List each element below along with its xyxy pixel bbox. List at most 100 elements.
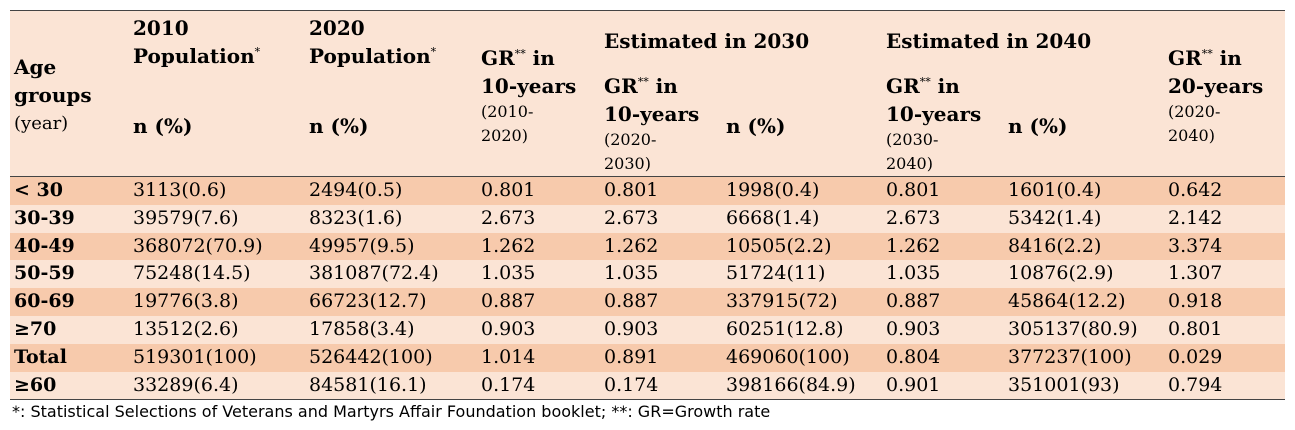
cell-p2010: 75248(14.5) bbox=[133, 262, 251, 285]
cell-p2010: 13512(2.6) bbox=[133, 317, 239, 340]
cell-p2010: 33289(6.4) bbox=[133, 373, 239, 396]
header-gr10-line2: 10-years bbox=[481, 74, 577, 98]
cell-gr10: 1.014 bbox=[481, 345, 536, 368]
cell-gr20: 0.801 bbox=[1168, 317, 1223, 340]
table-row: < 30 3113(0.6) 2494(0.5) 0.801 0.801 1998(0.4… bbox=[10, 177, 1285, 205]
header-gr2030-line1: GR** in bbox=[604, 74, 678, 98]
cell-gr2040: 0.804 bbox=[886, 345, 941, 368]
cell-age: 40-49 bbox=[14, 234, 75, 257]
cell-age: ≥60 bbox=[14, 373, 57, 396]
cell-age: < 30 bbox=[14, 179, 63, 201]
cell-gr2040: 0.887 bbox=[886, 290, 941, 313]
cell-gr20: 3.374 bbox=[1168, 234, 1223, 257]
cell-p2010: 519301(100) bbox=[133, 345, 257, 368]
cell-n2030: 10505(2.2) bbox=[726, 234, 832, 257]
cell-gr2040: 1.035 bbox=[886, 262, 941, 285]
header-gr20-range-a: (2020- bbox=[1168, 102, 1221, 121]
header-2010-line1: 2010 bbox=[133, 16, 189, 40]
table-row: 60-69 19776(3.8) 66723(12.7) 0.887 0.887 3379… bbox=[10, 288, 1285, 316]
cell-n2040: 8416(2.2) bbox=[1008, 234, 1102, 257]
header-gr2040-range-b: 2040) bbox=[886, 154, 933, 173]
cell-n2030: 337915(72) bbox=[726, 290, 838, 313]
cell-gr20: 1.307 bbox=[1168, 262, 1223, 285]
header-n2040-npct: n (%) bbox=[1008, 114, 1068, 138]
header-gr2040-line1: GR** in bbox=[886, 74, 960, 98]
cell-gr20: 0.794 bbox=[1168, 373, 1223, 396]
cell-p2020: 17858(3.4) bbox=[309, 317, 415, 340]
cell-p2010: 368072(70.9) bbox=[133, 234, 263, 257]
cell-gr10: 2.673 bbox=[481, 206, 536, 229]
cell-gr2040: 0.801 bbox=[886, 179, 941, 201]
header-gr2030-line2: 10-years bbox=[604, 102, 700, 126]
cell-gr2040: 1.262 bbox=[886, 234, 941, 257]
table-body: < 30 3113(0.6) 2494(0.5) 0.801 0.801 1998(0.4… bbox=[10, 177, 1285, 401]
cell-n2030: 1998(0.4) bbox=[726, 179, 820, 201]
cell-gr10: 0.903 bbox=[481, 317, 536, 340]
cell-gr2030: 2.673 bbox=[604, 206, 659, 229]
header-gr20-line2: 20-years bbox=[1168, 74, 1264, 98]
header-est-2040: Estimated in 2040 bbox=[886, 29, 1092, 53]
cell-gr2040: 0.903 bbox=[886, 317, 941, 340]
cell-gr10: 0.801 bbox=[481, 179, 536, 201]
table-row: 50-59 75248(14.5) 381087(72.4) 1.035 1.035 51… bbox=[10, 260, 1285, 289]
cell-age: Total bbox=[14, 345, 67, 368]
cell-age: 60-69 bbox=[14, 290, 75, 313]
header-gr10-range-a: (2010- bbox=[481, 102, 534, 121]
cell-n2030: 6668(1.4) bbox=[726, 206, 820, 229]
header-gr20-range-b: 2040) bbox=[1168, 126, 1215, 145]
cell-p2020: 8323(1.6) bbox=[309, 206, 403, 229]
cell-p2020: 84581(16.1) bbox=[309, 373, 427, 396]
cell-gr2040: 0.901 bbox=[886, 373, 941, 396]
cell-n2030: 398166(84.9) bbox=[726, 373, 856, 396]
header-gr2040-line2: 10-years bbox=[886, 102, 982, 126]
cell-p2020: 381087(72.4) bbox=[309, 262, 439, 285]
cell-p2020: 49957(9.5) bbox=[309, 234, 415, 257]
table-row: 40-49 368072(70.9) 49957(9.5) 1.262 1.262 105… bbox=[10, 232, 1285, 261]
cell-age: 50-59 bbox=[14, 262, 75, 285]
cell-n2040: 351001(93) bbox=[1008, 373, 1120, 396]
cell-gr2040: 2.673 bbox=[886, 206, 941, 229]
cell-p2020: 2494(0.5) bbox=[309, 179, 403, 201]
header-age-line2: groups bbox=[14, 83, 92, 107]
cell-n2030: 469060(100) bbox=[726, 345, 850, 368]
cell-gr20: 2.142 bbox=[1168, 206, 1223, 229]
population-table: Age groups (year) 2010 Population* n (%)… bbox=[10, 10, 1285, 401]
header-2010-npct: n (%) bbox=[133, 114, 193, 138]
cell-gr10: 1.262 bbox=[481, 234, 536, 257]
header-2020-line1: 2020 bbox=[309, 16, 365, 40]
table-row: ≥70 13512(2.6) 17858(3.4) 0.903 0.903 60251(1… bbox=[10, 315, 1285, 344]
cell-n2040: 45864(12.2) bbox=[1008, 290, 1126, 313]
cell-n2040: 1601(0.4) bbox=[1008, 179, 1102, 201]
header-gr10-line1: GR** in bbox=[481, 46, 555, 70]
header-n2030-npct: n (%) bbox=[726, 114, 786, 138]
cell-p2020: 526442(100) bbox=[309, 345, 433, 368]
table-row: ≥60 33289(6.4) 84581(16.1) 0.174 0.174 398166… bbox=[10, 371, 1285, 401]
cell-p2020: 66723(12.7) bbox=[309, 290, 427, 313]
cell-n2040: 5342(1.4) bbox=[1008, 206, 1102, 229]
header-gr2030-range-b: 2030) bbox=[604, 154, 651, 173]
cell-n2040: 377237(100) bbox=[1008, 345, 1132, 368]
cell-gr20: 0.918 bbox=[1168, 290, 1223, 313]
cell-gr20: 0.642 bbox=[1168, 179, 1223, 201]
header-age-line1: Age bbox=[14, 55, 57, 79]
cell-p2010: 3113(0.6) bbox=[133, 179, 227, 201]
cell-n2030: 51724(11) bbox=[726, 262, 826, 285]
cell-gr10: 0.174 bbox=[481, 373, 536, 396]
header-2010-line2: Population* bbox=[133, 44, 261, 68]
cell-p2010: 19776(3.8) bbox=[133, 290, 239, 313]
table-footnote: *: Statistical Selections of Veterans an… bbox=[12, 402, 771, 421]
cell-n2040: 305137(80.9) bbox=[1008, 317, 1138, 340]
cell-gr10: 0.887 bbox=[481, 290, 536, 313]
cell-gr2030: 1.262 bbox=[604, 234, 659, 257]
cell-age: ≥70 bbox=[14, 317, 57, 340]
cell-n2030: 60251(12.8) bbox=[726, 317, 844, 340]
cell-gr2030: 0.903 bbox=[604, 317, 659, 340]
header-2020-line2: Population* bbox=[309, 44, 437, 68]
cell-gr2030: 0.891 bbox=[604, 345, 659, 368]
cell-p2010: 39579(7.6) bbox=[133, 206, 239, 229]
header-2020-npct: n (%) bbox=[309, 114, 369, 138]
table-header: Age groups (year) 2010 Population* n (%)… bbox=[10, 10, 1285, 177]
header-gr2040-range-a: (2030- bbox=[886, 130, 939, 149]
table-row: Total 519301(100) 526442(100) 1.014 0.891 469… bbox=[10, 343, 1285, 372]
cell-gr2030: 0.174 bbox=[604, 373, 659, 396]
